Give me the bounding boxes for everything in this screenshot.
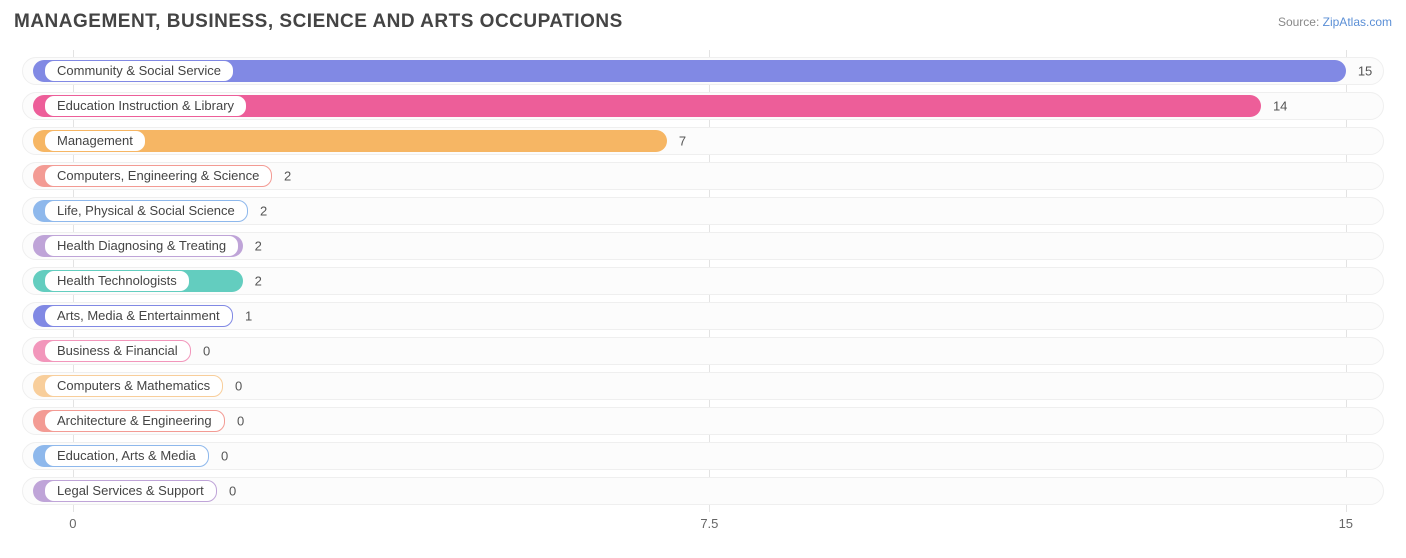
bar-label-pill: Computers, Engineering & Science	[44, 165, 272, 187]
bar-value-label: 0	[203, 344, 210, 359]
bar-value-label: 7	[679, 134, 686, 149]
bar-track	[22, 477, 1384, 505]
bar-value-label: 1	[245, 309, 252, 324]
bar-label-pill: Health Diagnosing & Treating	[44, 235, 239, 257]
chart-plot: Community & Social Service 15 Education In…	[22, 50, 1384, 512]
bars-container: Community & Social Service 15 Education In…	[22, 50, 1384, 512]
bar-label-pill: Health Technologists	[44, 270, 190, 292]
bar-value-label: 2	[284, 169, 291, 184]
bar-track	[22, 337, 1384, 365]
bar-row: Arts, Media & Entertainment 1	[22, 302, 1384, 330]
bar-label-pill: Business & Financial	[44, 340, 191, 362]
bar-label-pill: Computers & Mathematics	[44, 375, 223, 397]
chart-source: Source: ZipAtlas.com	[1278, 15, 1392, 29]
bar-row: Computers & Mathematics 0	[22, 372, 1384, 400]
bar-track	[22, 372, 1384, 400]
bar-value-label: 0	[235, 379, 242, 394]
bar-row: Architecture & Engineering 0	[22, 407, 1384, 435]
bar-label-pill: Management	[44, 130, 146, 152]
source-link[interactable]: ZipAtlas.com	[1323, 15, 1392, 29]
bar-row: Education Instruction & Library 14	[22, 92, 1384, 120]
chart-header: MANAGEMENT, BUSINESS, SCIENCE AND ARTS O…	[14, 8, 1392, 36]
x-axis: 0 7.5 15	[22, 516, 1384, 536]
bar-row: Health Diagnosing & Treating 2	[22, 232, 1384, 260]
x-tick-label: 7.5	[700, 516, 718, 531]
bar-row: Business & Financial 0	[22, 337, 1384, 365]
bar-value-label: 0	[221, 449, 228, 464]
bar-value-label: 2	[255, 274, 262, 289]
bar-value-label: 14	[1273, 99, 1287, 114]
x-tick-label: 0	[69, 516, 76, 531]
bar-label-pill: Education, Arts & Media	[44, 445, 209, 467]
bar-row: Community & Social Service 15	[22, 57, 1384, 85]
bar-row: Education, Arts & Media 0	[22, 442, 1384, 470]
bar-label-pill: Education Instruction & Library	[44, 95, 247, 117]
chart-title: MANAGEMENT, BUSINESS, SCIENCE AND ARTS O…	[14, 11, 623, 33]
bar-value-label: 2	[255, 239, 262, 254]
bar-row: Computers, Engineering & Science 2	[22, 162, 1384, 190]
bar-value-label: 0	[237, 414, 244, 429]
chart-area: Community & Social Service 15 Education In…	[14, 44, 1392, 544]
bar-row: Legal Services & Support 0	[22, 477, 1384, 505]
bar-track	[22, 407, 1384, 435]
source-prefix: Source:	[1278, 15, 1323, 29]
bar-label-pill: Community & Social Service	[44, 60, 234, 82]
bar-label-pill: Arts, Media & Entertainment	[44, 305, 233, 327]
bar-label-pill: Architecture & Engineering	[44, 410, 225, 432]
bar-row: Life, Physical & Social Science 2	[22, 197, 1384, 225]
bar-value-label: 0	[229, 484, 236, 499]
bar-label-pill: Life, Physical & Social Science	[44, 200, 248, 222]
x-tick-label: 15	[1339, 516, 1353, 531]
bar-value-label: 15	[1358, 64, 1372, 79]
bar-label-pill: Legal Services & Support	[44, 480, 217, 502]
bar-row: Health Technologists 2	[22, 267, 1384, 295]
bar-value-label: 2	[260, 204, 267, 219]
bar-row: Management 7	[22, 127, 1384, 155]
